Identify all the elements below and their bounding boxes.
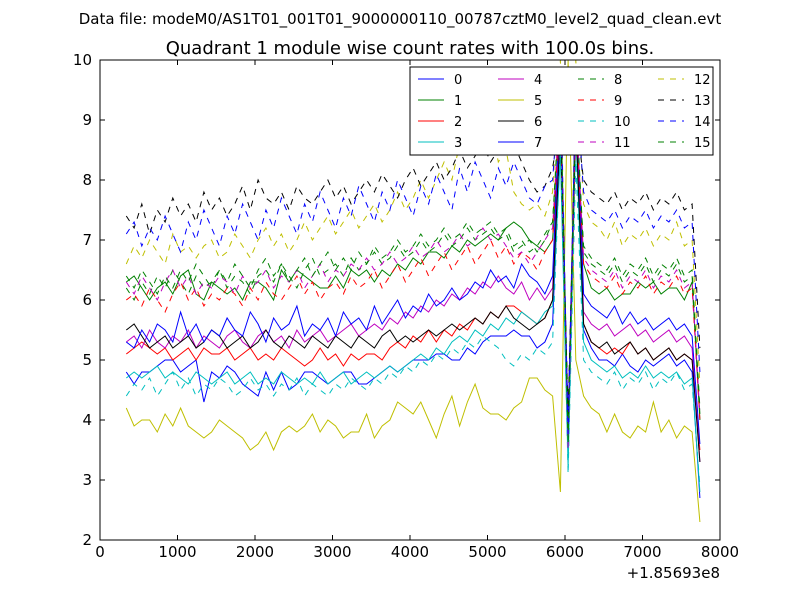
x-tick-label: 4000 bbox=[391, 543, 429, 561]
x-tick-label: 5000 bbox=[468, 543, 506, 561]
series-line-14 bbox=[125, 71, 701, 439]
x-tick-label: 3000 bbox=[313, 543, 351, 561]
x-tick-label: 6000 bbox=[546, 543, 584, 561]
series-layer bbox=[125, 60, 701, 523]
legend-label-10: 10 bbox=[614, 115, 631, 130]
y-tick-label: 10 bbox=[73, 51, 92, 69]
legend-label-3: 3 bbox=[454, 136, 462, 151]
series-line-2 bbox=[125, 83, 701, 451]
series-line-3 bbox=[125, 131, 701, 493]
y-tick-label: 2 bbox=[82, 531, 92, 549]
series-line-4 bbox=[125, 101, 701, 463]
x-tick-label: 2000 bbox=[236, 543, 274, 561]
series-line-12 bbox=[125, 60, 701, 439]
y-tick-label: 9 bbox=[82, 111, 92, 129]
x-tick-label: 8000 bbox=[701, 543, 739, 561]
legend-label-14: 14 bbox=[694, 115, 711, 130]
x-tick-label: 0 bbox=[95, 543, 105, 561]
series-line-5 bbox=[125, 60, 701, 523]
legend-label-7: 7 bbox=[534, 136, 542, 151]
chart-suptitle: Data file: modeM0/AS1T01_001T01_90000001… bbox=[79, 10, 722, 29]
series-line-10 bbox=[125, 143, 701, 487]
x-tick-label: 7000 bbox=[623, 543, 661, 561]
legend-label-8: 8 bbox=[614, 73, 622, 88]
x-offset-label: +1.85693e8 bbox=[627, 564, 720, 582]
legend-label-2: 2 bbox=[454, 115, 462, 130]
y-tick-label: 6 bbox=[82, 291, 92, 309]
series-line-6 bbox=[125, 119, 701, 463]
y-tick-label: 4 bbox=[82, 411, 92, 429]
legend-label-1: 1 bbox=[454, 94, 462, 109]
y-tick-label: 8 bbox=[82, 171, 92, 189]
series-line-11 bbox=[125, 89, 701, 451]
x-tick-label: 1000 bbox=[158, 543, 196, 561]
series-line-15 bbox=[125, 83, 701, 445]
y-tick-label: 7 bbox=[82, 231, 92, 249]
y-tick-label: 3 bbox=[82, 471, 92, 489]
legend-label-15: 15 bbox=[694, 136, 711, 151]
y-tick-label: 5 bbox=[82, 351, 92, 369]
series-line-13 bbox=[125, 113, 701, 415]
legend-label-0: 0 bbox=[454, 73, 462, 88]
ticks-layer: 0 1000 2000 3000 4000 5000 6000 7000 8000 2 3 4 5 6 7 8… bbox=[73, 51, 739, 561]
legend-label-12: 12 bbox=[694, 73, 711, 88]
series-line-1 bbox=[125, 107, 701, 427]
legend-label-9: 9 bbox=[614, 94, 622, 109]
legend-label-4: 4 bbox=[534, 73, 542, 88]
legend-label-13: 13 bbox=[694, 94, 711, 109]
legend-label-5: 5 bbox=[534, 94, 542, 109]
chart-title: Quadrant 1 module wise count rates with … bbox=[166, 38, 655, 59]
legend-label-6: 6 bbox=[534, 115, 542, 130]
legend-label-11: 11 bbox=[614, 136, 631, 151]
series-line-7 bbox=[125, 83, 701, 445]
series-line-8 bbox=[125, 95, 701, 445]
legend-box bbox=[409, 66, 714, 156]
